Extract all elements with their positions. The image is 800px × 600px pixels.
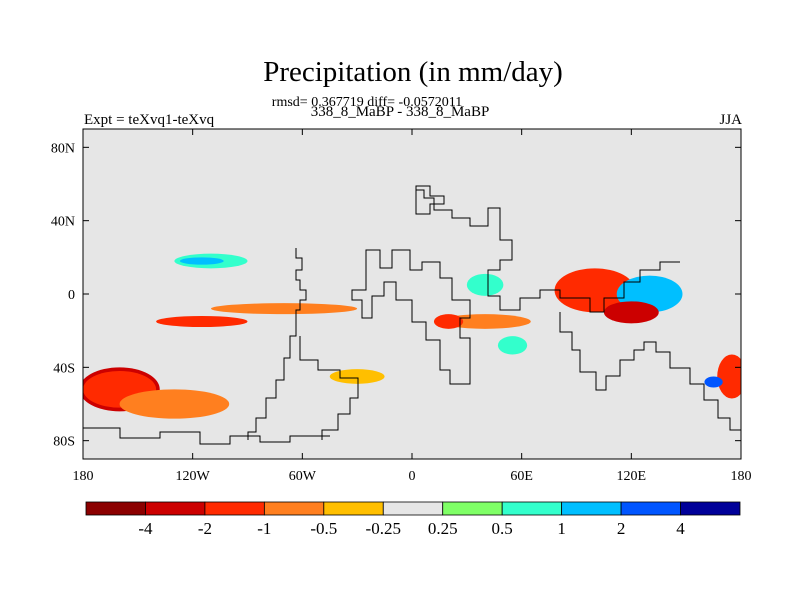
x-tick-label: 60W xyxy=(289,469,317,484)
season-label: JJA xyxy=(719,112,742,128)
colorbar-swatch xyxy=(204,501,265,516)
anomaly-patch xyxy=(717,354,741,399)
colorbar-swatch xyxy=(323,501,384,516)
y-tick-label: 40S xyxy=(53,361,75,376)
colorbar-swatch xyxy=(561,501,622,516)
coastline-americas xyxy=(247,248,307,440)
colorbar-label: 0.25 xyxy=(428,519,458,538)
colorbar-label: -1 xyxy=(257,519,271,538)
y-tick-label: 80S xyxy=(53,435,75,450)
coastline-asia xyxy=(416,189,680,313)
colorbar-label: -2 xyxy=(198,519,212,538)
anomaly-patch xyxy=(329,369,385,384)
colorbar-swatch xyxy=(263,501,325,516)
y-tick-label: 40N xyxy=(51,215,75,230)
precipitation-anomalies xyxy=(83,253,741,419)
x-tick-label: 60E xyxy=(510,469,533,484)
coastline-africa-europe xyxy=(351,249,471,385)
coastlines xyxy=(83,185,741,445)
anomaly-patch xyxy=(603,301,659,324)
chart-title: Precipitation (in mm/day) xyxy=(263,56,563,88)
y-tick-label: 0 xyxy=(68,288,75,303)
x-tick-label: 180 xyxy=(73,469,94,484)
x-tick-label: 0 xyxy=(409,469,416,484)
anomaly-patch xyxy=(554,268,635,313)
coastline-greenland xyxy=(415,185,445,215)
colorbar-swatch xyxy=(145,501,206,516)
x-tick-label: 120W xyxy=(176,469,211,484)
colorbar-swatch xyxy=(382,501,444,516)
colorbar-label: -0.5 xyxy=(310,519,337,538)
colorbar-label: -0.25 xyxy=(366,519,401,538)
anomaly-patch xyxy=(497,336,528,355)
coastline-india-se-asia xyxy=(559,312,741,431)
colorbar-label: 1 xyxy=(557,519,566,538)
axes: 180 120W 60W 0 60E 120E 180 80N 40N 0 40S 80S xyxy=(51,129,752,484)
x-tick-label: 120E xyxy=(617,469,647,484)
colorbar: -4 -2 -1 -0.5 -0.25 0.25 0.5 1 2 4 xyxy=(85,501,741,538)
colorbar-swatch xyxy=(442,501,503,516)
coastline-antarctica xyxy=(83,427,330,445)
colorbar-label: 4 xyxy=(676,519,685,538)
x-tick-label: 180 xyxy=(731,469,752,484)
experiment-label: Expt = teXvq1-teXvq xyxy=(84,112,215,128)
colorbar-swatch xyxy=(620,501,681,516)
y-tick-label: 80N xyxy=(51,141,75,156)
anomaly-patch xyxy=(433,314,464,329)
anomaly-patch xyxy=(210,303,358,315)
colorbar-swatch xyxy=(85,501,146,516)
anomaly-patch xyxy=(119,389,230,419)
colorbar-label: -4 xyxy=(138,519,153,538)
anomaly-patch xyxy=(704,376,723,388)
coastline-south-america-east xyxy=(299,336,359,440)
stats-line: rmsd= 0.367719 diff= -0.0572011 xyxy=(271,95,463,110)
colorbar-label: 2 xyxy=(617,519,626,538)
colorbar-swatch xyxy=(501,501,563,516)
colorbar-label: 0.5 xyxy=(492,519,513,538)
anomaly-patch xyxy=(179,257,224,265)
subtitle: 338_8_MaBP - 338_8_MaBP xyxy=(310,104,490,120)
colorbar-swatch xyxy=(680,501,741,516)
anomaly-patch xyxy=(156,316,248,327)
anomaly-patch xyxy=(466,273,504,296)
